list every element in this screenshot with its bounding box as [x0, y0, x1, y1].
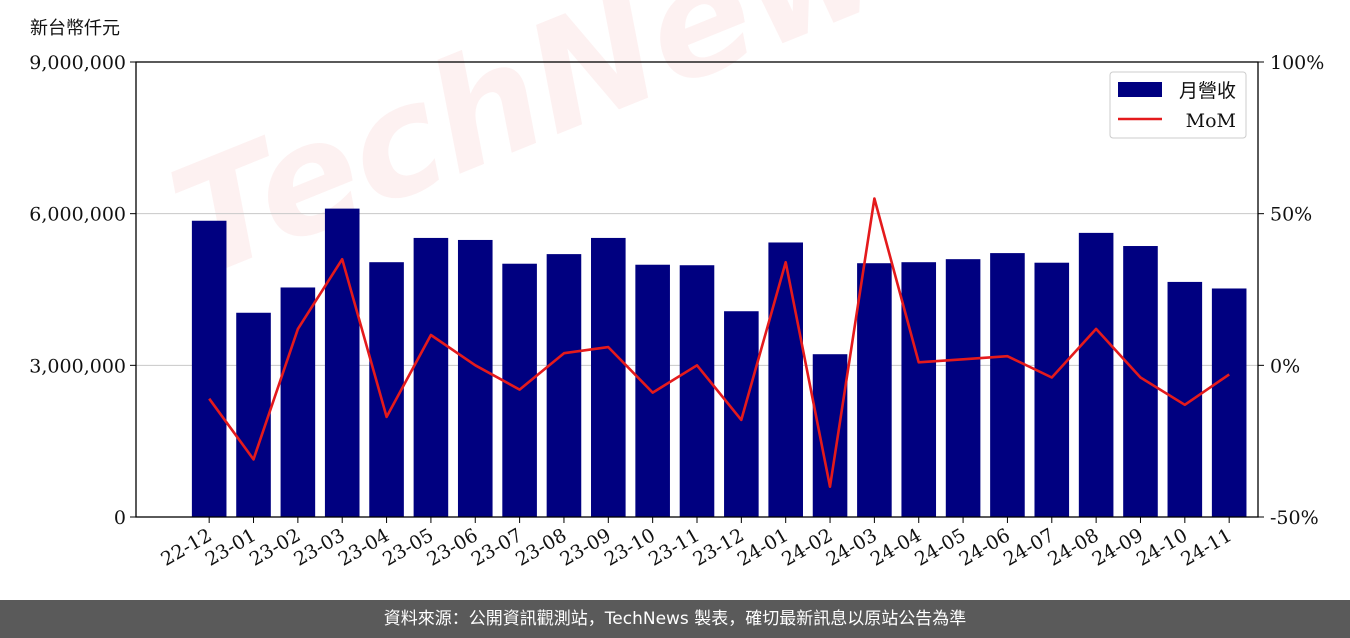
bar — [369, 262, 404, 517]
revenue-chart: 0 3,000,000 6,000,000 9,000,000 -50% 0% 50% 100… — [29, 52, 1324, 571]
bar — [1211, 288, 1247, 517]
bar — [679, 265, 715, 517]
bar — [591, 237, 626, 517]
y-tick-label-left: 0 — [114, 507, 126, 529]
footer-source-note: 資料來源：公開資訊觀測站，TechNews 製表，確切最新訊息以原站公告為準 — [0, 600, 1350, 638]
legend-swatch-bar — [1118, 82, 1162, 97]
bar — [546, 254, 582, 517]
bar — [457, 239, 493, 517]
bar — [324, 208, 360, 517]
bar — [1034, 262, 1070, 517]
y-tick-label-right: -50% — [1270, 507, 1319, 529]
legend-label-revenue: 月營收 — [1179, 80, 1236, 102]
legend-label-mom: MoM — [1186, 110, 1236, 132]
y-tick-label-left: 9,000,000 — [29, 52, 126, 74]
y-axis-label: 新台幣仟元 — [30, 18, 120, 39]
bar — [768, 242, 803, 517]
bar — [280, 287, 316, 517]
bar — [1123, 246, 1158, 517]
bar — [857, 263, 892, 517]
y-tick-label-right: 50% — [1270, 204, 1312, 226]
bar — [724, 311, 759, 517]
y-tick-label-right: 0% — [1270, 355, 1300, 377]
mom-line — [208, 197, 1230, 489]
bar — [901, 262, 937, 517]
bar — [812, 354, 848, 517]
bar — [191, 220, 227, 517]
y-tick-label-left: 6,000,000 — [29, 204, 126, 226]
y-tick-label-right: 100% — [1270, 52, 1324, 74]
y-tick-label-left: 3,000,000 — [29, 355, 126, 377]
bar — [236, 312, 271, 517]
x-tick-label: 24-11 — [1177, 524, 1235, 570]
bar — [990, 253, 1025, 517]
bar — [945, 259, 981, 517]
bar — [1078, 232, 1114, 517]
bar — [413, 237, 449, 517]
bar — [1167, 281, 1203, 517]
